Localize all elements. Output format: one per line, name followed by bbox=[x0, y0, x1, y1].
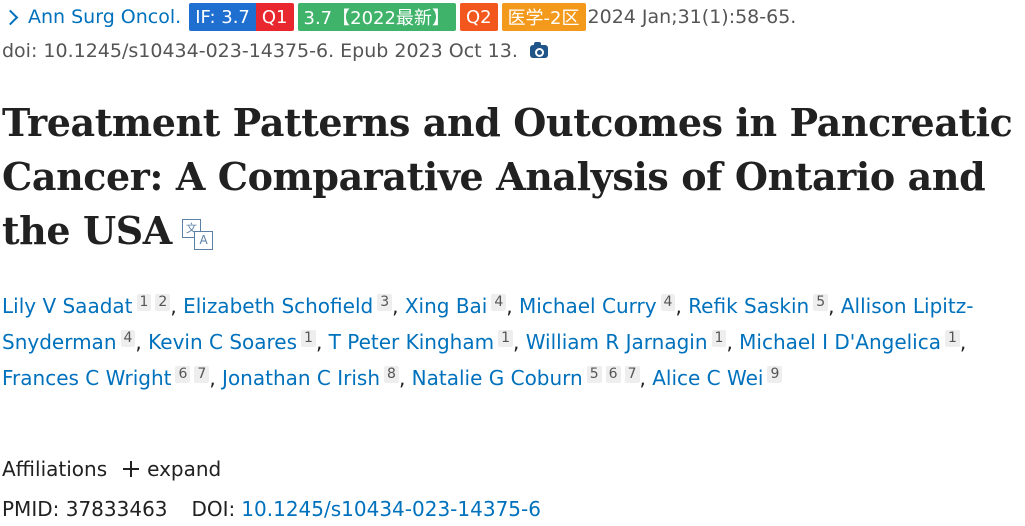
affiliations-label: Affiliations bbox=[2, 457, 108, 481]
citation-doi-line: doi: 10.1245/s10434-023-14375-6. Epub 20… bbox=[2, 37, 548, 65]
author-item: Michael I D'Angelica 1, bbox=[739, 330, 966, 354]
citation-doi-text: doi: 10.1245/s10434-023-14375-6. Epub 20… bbox=[2, 40, 518, 62]
author-separator: , bbox=[959, 330, 967, 354]
author-item: Kevin C Soares 1, bbox=[148, 330, 322, 354]
author-name-link[interactable]: Refik Saskin bbox=[688, 294, 810, 318]
author-separator: , bbox=[726, 330, 733, 354]
chevron-right-icon[interactable] bbox=[2, 9, 19, 25]
impact-year-badge: 3.7【2022最新】 bbox=[297, 3, 456, 31]
expand-affiliations-button[interactable]: expand bbox=[147, 457, 222, 481]
article-title: Treatment Patterns and Outcomes in Pancr… bbox=[2, 96, 1025, 258]
affiliation-number[interactable]: 4 bbox=[660, 294, 676, 311]
affiliation-number[interactable]: 1 bbox=[136, 294, 152, 311]
affiliation-number[interactable]: 9 bbox=[767, 366, 783, 383]
affiliations-row: Affiliations expand bbox=[2, 455, 221, 483]
author-separator: , bbox=[828, 294, 835, 318]
author-name-link[interactable]: Jonathan C Irish bbox=[222, 366, 381, 390]
author-name-link[interactable]: Lily V Saadat bbox=[2, 294, 133, 318]
author-name-link[interactable]: Elizabeth Schofield bbox=[183, 294, 374, 318]
author-name-link[interactable]: Xing Bai bbox=[404, 294, 488, 318]
quartile-badge: Q1 bbox=[255, 3, 294, 31]
affiliation-number[interactable]: 1 bbox=[498, 330, 513, 347]
affiliation-number[interactable]: 8 bbox=[384, 366, 399, 383]
pmid-label: PMID: bbox=[2, 497, 60, 521]
doi-label: DOI: bbox=[191, 497, 236, 521]
affiliation-number[interactable]: 5 bbox=[813, 294, 829, 311]
cas-category-badge: 医学-2区 bbox=[501, 3, 586, 31]
article-title-text: Treatment Patterns and Outcomes in Pancr… bbox=[2, 100, 1013, 253]
affiliation-number[interactable]: 7 bbox=[624, 366, 640, 383]
affiliation-number[interactable]: 1 bbox=[711, 330, 727, 347]
author-separator: , bbox=[675, 294, 682, 318]
impact-factor-badge: IF: 3.7 bbox=[189, 3, 256, 31]
author-name-link[interactable]: Natalie G Coburn bbox=[411, 366, 583, 390]
translate-en-glyph: A bbox=[193, 230, 213, 250]
author-separator: , bbox=[170, 294, 177, 318]
affiliation-number[interactable]: 3 bbox=[377, 294, 393, 311]
author-item: Lily V Saadat 1 2, bbox=[2, 294, 177, 318]
author-item: Refik Saskin 5, bbox=[688, 294, 835, 318]
author-separator: , bbox=[398, 366, 406, 390]
author-name-link[interactable]: William R Jarnagin bbox=[525, 330, 708, 354]
affiliation-number[interactable]: 6 bbox=[605, 366, 621, 383]
citation-line: Ann Surg Oncol. IF: 3.7 Q1 3.7【2022最新】 Q… bbox=[2, 2, 796, 32]
author-name-link[interactable]: Allison Lipitz-Snyderman bbox=[2, 294, 974, 354]
author-name-link[interactable]: Michael Curry bbox=[519, 294, 657, 318]
affiliation-number[interactable]: 6 bbox=[175, 366, 191, 383]
affiliation-number[interactable]: 4 bbox=[120, 330, 136, 347]
doi-link[interactable]: 10.1245/s10434-023-14375-6 bbox=[241, 497, 541, 521]
author-separator: , bbox=[392, 294, 399, 318]
affiliation-number[interactable]: 5 bbox=[586, 366, 602, 383]
affiliation-number[interactable]: 1 bbox=[301, 330, 316, 347]
author-item: William R Jarnagin 1, bbox=[526, 330, 733, 354]
citation-date: 2024 Jan;31(1):58-65. bbox=[587, 6, 797, 28]
affiliation-number[interactable]: 1 bbox=[945, 330, 960, 347]
author-name-link[interactable]: Alice C Wei bbox=[652, 366, 764, 390]
author-item: T Peter Kingham 1, bbox=[328, 330, 520, 354]
author-name-link[interactable]: Michael I D'Angelica bbox=[739, 330, 941, 354]
author-list: Lily V Saadat 1 2, Elizabeth Schofield 3, X… bbox=[2, 288, 1022, 396]
author-item: Jonathan C Irish 8, bbox=[222, 366, 405, 390]
author-name-link[interactable]: Frances C Wright bbox=[2, 366, 172, 390]
camera-icon[interactable] bbox=[529, 41, 548, 58]
author-separator: , bbox=[209, 366, 216, 390]
pmid-value: 37833463 bbox=[65, 497, 168, 521]
affiliation-number[interactable]: 2 bbox=[155, 294, 171, 311]
author-item: Allison Lipitz-Snyderman 4, bbox=[2, 294, 973, 354]
author-item: Natalie G Coburn 5 6 7, bbox=[412, 366, 646, 390]
author-separator: , bbox=[639, 366, 646, 390]
author-item: Alice C Wei 9 bbox=[652, 366, 783, 390]
identifiers-row: PMID: 37833463 DOI: 10.1245/s10434-023-1… bbox=[2, 494, 541, 524]
author-name-link[interactable]: T Peter Kingham bbox=[328, 330, 495, 354]
author-separator: , bbox=[506, 294, 513, 318]
journal-link[interactable]: Ann Surg Oncol. bbox=[28, 6, 182, 28]
cas-quartile-badge: Q2 bbox=[459, 3, 498, 31]
plus-icon[interactable] bbox=[123, 461, 140, 477]
author-separator: , bbox=[135, 330, 142, 354]
author-item: Elizabeth Schofield 3, bbox=[183, 294, 398, 318]
affiliation-number[interactable]: 7 bbox=[194, 366, 210, 383]
author-name-link[interactable]: Kevin C Soares bbox=[148, 330, 298, 354]
affiliation-number[interactable]: 4 bbox=[491, 294, 507, 311]
author-separator: , bbox=[315, 330, 323, 354]
author-item: Michael Curry 4, bbox=[519, 294, 682, 318]
author-item: Xing Bai 4, bbox=[405, 294, 513, 318]
author-item: Frances C Wright 6 7, bbox=[2, 366, 216, 390]
author-separator: , bbox=[513, 330, 520, 354]
